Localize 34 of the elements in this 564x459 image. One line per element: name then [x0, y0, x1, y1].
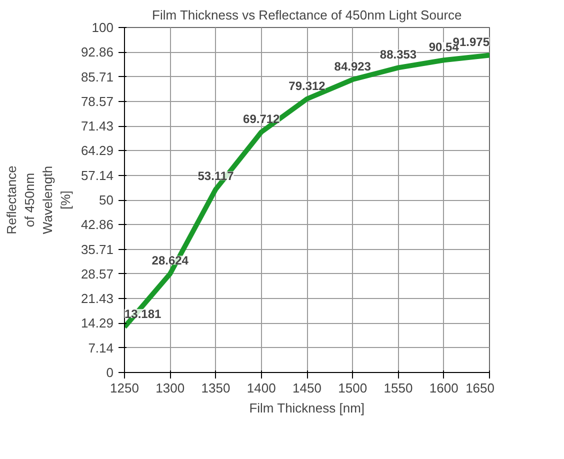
data-label: 84.923 — [334, 60, 372, 74]
data-label: 28.624 — [152, 254, 189, 268]
y-tick-label: 21.43 — [80, 291, 114, 306]
y-tick-label: 71.43 — [80, 118, 114, 134]
y-tick-label: 57.14 — [80, 168, 114, 183]
y-tick-label: 7.14 — [88, 340, 114, 356]
y-tick-label: 64.29 — [80, 143, 114, 158]
y-tick-label: 85.71 — [80, 69, 114, 84]
data-label: 53.117 — [198, 169, 234, 184]
data-label: 13.181 — [124, 307, 162, 322]
y-axis-title: Reflectance of 450nm Wavelength [%] — [4, 166, 73, 234]
y-tick-label: 92.86 — [80, 44, 114, 60]
x-tick-label: 1300 — [156, 380, 185, 396]
x-axis-title: Film Thickness [nm] — [249, 400, 365, 416]
y-tick-label: 35.71 — [80, 242, 114, 257]
y-tick-label: 100 — [92, 20, 114, 35]
y-tick-label: 14.29 — [80, 316, 114, 331]
y-tick-label: 78.57 — [80, 94, 114, 109]
y-tick-label: 28.57 — [80, 266, 114, 282]
x-tick-label: 1400 — [246, 380, 276, 396]
x-tick-label: 1550 — [384, 380, 413, 396]
x-tick-label: 1450 — [292, 380, 322, 396]
data-label: 79.312 — [288, 78, 326, 93]
x-tick-label: 1650 — [466, 380, 494, 396]
x-tick-label: 1600 — [429, 380, 458, 396]
chart-title: Film Thickness vs Reflectance of 450nm Light Source — [152, 8, 462, 22]
y-tick-label: 0 — [106, 365, 114, 380]
x-tick-label: 1250 — [110, 380, 139, 396]
data-label: 69.712 — [243, 112, 280, 126]
y-tick-label: 42.86 — [80, 217, 114, 232]
data-label: 88.353 — [380, 48, 417, 62]
x-tick-label: 1350 — [201, 380, 230, 396]
x-tick-label: 1500 — [338, 380, 368, 396]
y-tick-label: 50 — [99, 192, 114, 208]
